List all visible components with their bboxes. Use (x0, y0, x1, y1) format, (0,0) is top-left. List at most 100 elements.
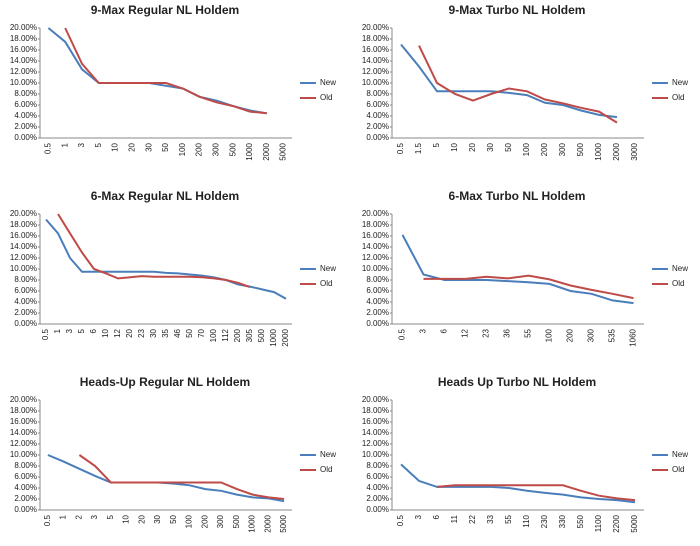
x-tick-label: 300 (587, 328, 596, 342)
chart-title: Heads Up Turbo NL Holdem (438, 375, 596, 389)
x-tick-label: 55 (524, 328, 533, 337)
y-tick-label: 8.00% (366, 275, 389, 284)
legend-label: Old (672, 465, 684, 474)
x-tick-label: 5000 (630, 514, 639, 532)
x-tick-label: 2000 (262, 142, 271, 160)
x-tick-label: 1100 (594, 514, 603, 532)
x-tick-label: 50 (161, 142, 170, 151)
y-tick-label: 8.00% (366, 461, 389, 470)
y-tick-label: 16.00% (10, 45, 37, 54)
x-tick-label: 100 (185, 514, 194, 528)
y-tick-label: 6.00% (366, 100, 389, 109)
legend-label: New (672, 450, 688, 459)
y-tick-label: 12.00% (362, 253, 389, 262)
x-tick-label: 5 (94, 142, 103, 147)
y-tick-label: 8.00% (14, 275, 37, 284)
x-tick-label: 1000 (269, 328, 278, 346)
y-tick-label: 6.00% (14, 100, 37, 109)
x-tick-label: 46 (173, 328, 182, 337)
x-tick-label: 1060 (629, 328, 638, 346)
legend-label: Old (320, 465, 332, 474)
y-tick-label: 2.00% (14, 122, 37, 131)
y-tick-label: 0.00% (14, 319, 37, 328)
y-tick-label: 18.00% (362, 406, 389, 415)
y-tick-label: 8.00% (14, 461, 37, 470)
x-tick-label: 300 (212, 142, 221, 156)
x-tick-label: 1000 (248, 514, 257, 532)
y-tick-label: 4.00% (14, 297, 37, 306)
x-tick-label: 305 (245, 328, 254, 342)
x-tick-label: 5 (77, 328, 86, 333)
series-line (401, 234, 634, 305)
x-tick-label: 23 (482, 328, 491, 337)
x-tick-label: 110 (522, 514, 531, 527)
x-tick-label: 100 (209, 328, 218, 342)
series-line (64, 27, 267, 115)
legend-label: Old (672, 279, 684, 288)
y-tick-label: 12.00% (10, 67, 37, 76)
y-tick-label: 12.00% (362, 67, 389, 76)
x-tick-label: 2000 (281, 328, 290, 346)
y-tick-label: 12.00% (10, 439, 37, 448)
y-tick-label: 6.00% (366, 472, 389, 481)
y-tick-label: 20.00% (10, 395, 37, 404)
x-tick-label: 6 (432, 514, 441, 519)
x-tick-label: 1 (59, 514, 68, 519)
x-tick-label: 6 (89, 328, 98, 333)
y-tick-label: 20.00% (362, 23, 389, 32)
x-tick-label: 1000 (594, 142, 603, 160)
x-tick-label: 200 (540, 142, 549, 156)
x-tick-label: 1000 (245, 142, 254, 160)
y-tick-label: 16.00% (10, 417, 37, 426)
y-tick-label: 14.00% (362, 242, 389, 251)
y-tick-label: 4.00% (366, 297, 389, 306)
legend-label: Old (320, 279, 332, 288)
x-tick-label: 3 (65, 328, 74, 333)
x-tick-label: 11 (450, 514, 459, 523)
y-tick-label: 10.00% (10, 264, 37, 273)
y-tick-label: 14.00% (10, 56, 37, 65)
y-tick-label: 14.00% (362, 56, 389, 65)
x-tick-label: 3 (90, 514, 99, 519)
y-tick-label: 6.00% (366, 286, 389, 295)
y-tick-label: 20.00% (10, 23, 37, 32)
x-tick-label: 500 (257, 328, 266, 342)
x-tick-label: 3 (419, 328, 428, 333)
x-tick-label: 5000 (279, 142, 288, 160)
y-tick-label: 4.00% (14, 111, 37, 120)
x-tick-label: 5 (106, 514, 115, 519)
y-tick-label: 10.00% (10, 450, 37, 459)
legend-label: New (320, 78, 336, 87)
x-tick-label: 0.5 (44, 142, 53, 154)
x-tick-label: 230 (540, 514, 549, 528)
y-tick-label: 8.00% (14, 89, 37, 98)
x-tick-label: 22 (468, 514, 477, 523)
chart-title: 9-Max Regular NL Holdem (91, 3, 239, 17)
x-tick-label: 0.5 (396, 514, 405, 526)
y-tick-label: 10.00% (362, 78, 389, 87)
y-tick-label: 16.00% (362, 417, 389, 426)
x-tick-label: 10 (122, 514, 131, 523)
y-tick-label: 14.00% (10, 242, 37, 251)
legend-label: New (320, 450, 336, 459)
x-tick-label: 1 (60, 142, 69, 147)
series-line (418, 45, 618, 124)
y-tick-label: 10.00% (362, 264, 389, 273)
x-tick-label: 3 (414, 514, 423, 519)
legend-label: New (320, 264, 336, 273)
x-tick-label: 55 (504, 514, 513, 523)
x-tick-label: 30 (486, 142, 495, 151)
legend-label: New (672, 78, 688, 87)
y-tick-label: 6.00% (14, 472, 37, 481)
x-tick-label: 30 (153, 514, 162, 523)
y-tick-label: 2.00% (366, 122, 389, 131)
x-tick-label: 33 (486, 514, 495, 523)
x-tick-label: 550 (576, 514, 585, 528)
y-tick-label: 16.00% (10, 231, 37, 240)
y-tick-label: 4.00% (366, 111, 389, 120)
x-tick-label: 500 (232, 514, 241, 528)
x-tick-label: 500 (228, 142, 237, 156)
y-tick-label: 4.00% (366, 483, 389, 492)
x-tick-label: 100 (545, 328, 554, 342)
x-tick-label: 500 (576, 142, 585, 156)
